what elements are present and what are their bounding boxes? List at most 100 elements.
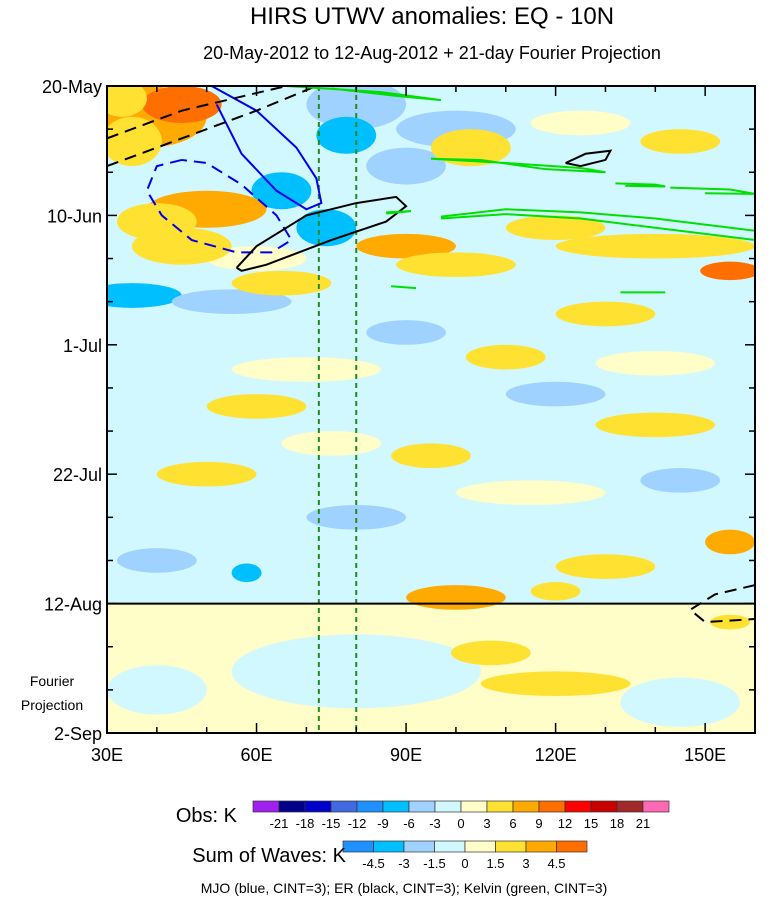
kelvin-contour — [391, 285, 417, 290]
kelvin-contour — [615, 182, 666, 188]
er-contour — [235, 195, 408, 272]
anomaly-patch — [700, 261, 755, 281]
colorbar-swatch — [460, 800, 488, 813]
waves-colorbar-label: Sum of Waves: K — [192, 845, 346, 867]
colorbar-swatch — [373, 840, 405, 853]
colorbar-swatch — [304, 800, 332, 813]
colorbar-tick-label: 12 — [558, 816, 572, 831]
footnote: MJO (blue, CINT=3); ER (black, CINT=3); … — [201, 880, 608, 896]
y-tick-label: 22-Jul — [53, 465, 102, 485]
anomaly-patch — [107, 116, 162, 167]
colorbar-swatch — [408, 800, 436, 813]
x-tick-label: 30E — [91, 745, 123, 765]
kelvin-contour — [386, 210, 412, 215]
colorbar-tick-label: -3 — [398, 856, 410, 871]
kelvin-contour — [430, 157, 606, 174]
colorbar-swatch — [590, 800, 618, 813]
obs-colorbar-label: Obs: K — [176, 805, 238, 827]
anomaly-patch — [396, 252, 516, 278]
anomaly-patch — [366, 147, 446, 185]
colorbar-tick-label: -6 — [403, 816, 415, 831]
colorbar-tick-label: 6 — [509, 816, 516, 831]
mjo-contour — [211, 86, 323, 211]
anomaly-patch — [366, 320, 446, 345]
plot-area — [107, 86, 755, 733]
colorbar-tick-label: -21 — [270, 816, 289, 831]
colorbar-swatch — [434, 800, 462, 813]
anomaly-patch — [640, 129, 721, 154]
colorbar-swatch — [434, 840, 466, 853]
anomaly-patch — [231, 357, 382, 382]
projection-patch — [480, 671, 631, 697]
anomaly-patch — [555, 554, 656, 579]
anomaly-patch — [356, 233, 456, 259]
anomaly-patch — [391, 443, 471, 469]
anomaly-patch — [431, 129, 511, 167]
colorbar-tick-label: 3 — [522, 856, 529, 871]
anomaly-patch — [316, 116, 377, 154]
colorbar-swatch — [403, 840, 435, 853]
projection-label-1: Fourier — [30, 673, 75, 689]
colorbar-tick-label: 1.5 — [486, 856, 504, 871]
colorbar-swatch — [486, 800, 514, 813]
colorbar-tick-label: 0 — [461, 856, 468, 871]
plot-frame — [106, 85, 756, 734]
colorbar-swatch — [512, 800, 540, 813]
y-tick-label: 2-Sep — [54, 724, 102, 744]
anomaly-patch — [281, 431, 382, 456]
anomaly-patch — [231, 563, 262, 583]
colorbar-swatch — [464, 840, 496, 853]
anomaly-patch — [505, 381, 606, 407]
anomaly-patch — [530, 110, 631, 136]
y-tick-label: 1-Jul — [63, 336, 102, 356]
anomaly-patch — [107, 283, 182, 308]
obs-colorbar: -21 -18 -15 -12 -9 -6 -3 0 3 6 9 12 15 18 21 — [252, 800, 670, 831]
anomaly-patch — [455, 480, 606, 506]
anomaly-patch — [705, 529, 755, 555]
anomaly-patch — [171, 289, 292, 314]
colorbar-swatch — [495, 840, 527, 853]
anomaly-patch — [231, 270, 332, 296]
colorbar-tick-label: -9 — [377, 816, 389, 831]
colorbar-swatch — [616, 800, 644, 813]
colorbar-tick-label: 9 — [535, 816, 542, 831]
projection-patch — [450, 640, 531, 666]
anomaly-patch — [406, 585, 506, 610]
anomaly-patch — [206, 246, 307, 271]
colorbar-tick-label: -12 — [348, 816, 367, 831]
x-tick-label: 150E — [684, 745, 726, 765]
colorbar-swatch — [330, 800, 358, 813]
colorbar-tick-label: 0 — [457, 816, 464, 831]
er-contour — [688, 584, 755, 624]
y-tick-label: 20-May — [42, 77, 102, 97]
anomaly-patch — [640, 468, 721, 493]
anomaly-patch — [595, 350, 716, 376]
colorbar-swatch — [525, 840, 557, 853]
colorbar-tick-label: 3 — [483, 816, 490, 831]
y-tick-label: 10-Jun — [47, 206, 102, 226]
x-tick-label: 120E — [535, 745, 577, 765]
kelvin-contour — [670, 186, 755, 195]
anomaly-patch — [131, 227, 232, 265]
projection-patch — [710, 614, 751, 630]
chart-subtitle: 20-May-2012 to 12-Aug-2012 + 21-day Four… — [203, 43, 661, 63]
y-tick-label: 12-Aug — [44, 595, 102, 615]
colorbar-tick-label: 4.5 — [547, 856, 565, 871]
anomaly-patch — [505, 215, 606, 241]
anomaly-patch — [156, 461, 257, 487]
anomaly-patch — [595, 412, 716, 438]
anomaly-patch — [306, 505, 407, 530]
anomaly-patch — [141, 86, 222, 123]
anomaly-patch — [555, 301, 656, 327]
mjo-contour — [145, 158, 293, 254]
projection-patch — [620, 677, 741, 727]
colorbar-tick-label: -1.5 — [423, 856, 445, 871]
er-contour — [107, 86, 317, 168]
colorbar-swatch — [342, 840, 374, 853]
projection-label-2: Projection — [21, 697, 83, 713]
colorbar-tick-label: -4.5 — [362, 856, 384, 871]
projection-patch — [107, 665, 207, 715]
colorbar-tick-label: -15 — [322, 816, 341, 831]
colorbar-swatch — [252, 800, 280, 813]
x-tick-label: 60E — [241, 745, 273, 765]
